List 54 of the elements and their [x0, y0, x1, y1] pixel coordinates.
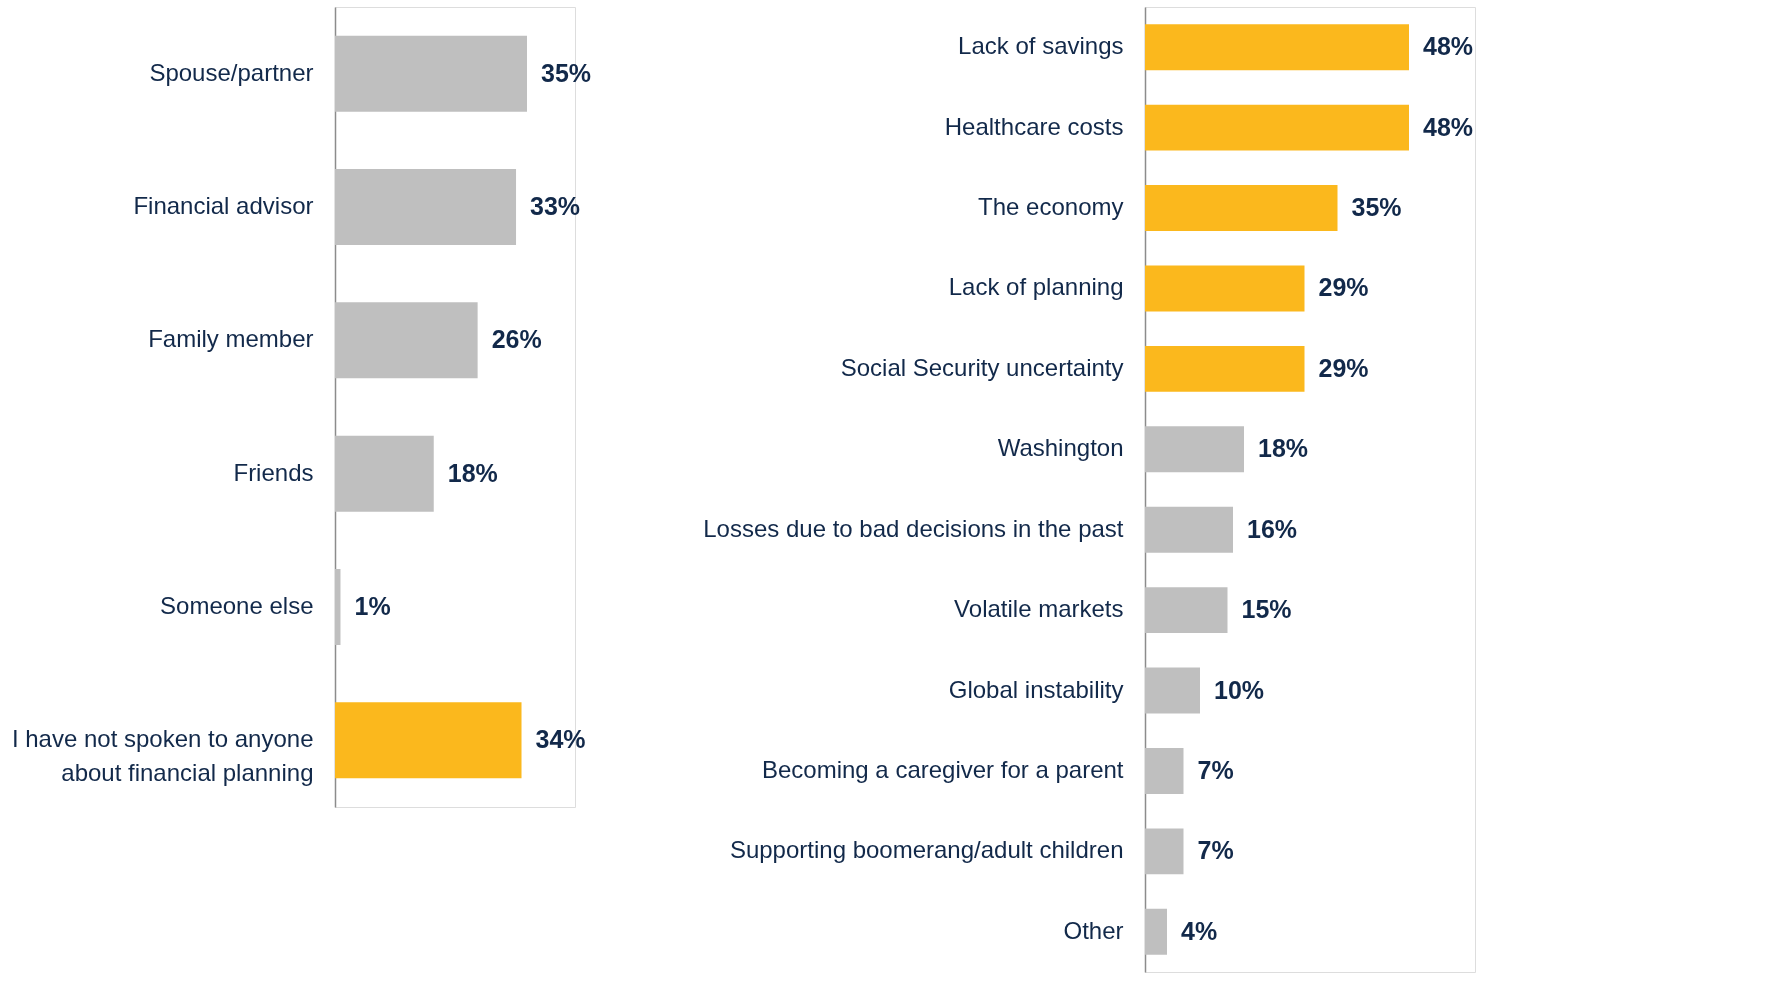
y-tick-label: Lack of savings — [958, 32, 1124, 60]
data-label: 35% — [541, 58, 592, 87]
data-label: 18% — [1258, 434, 1309, 463]
y-tick-label: Healthcare costs — [944, 112, 1124, 140]
bar — [1145, 908, 1167, 955]
data-label: 48% — [1423, 32, 1474, 61]
data-label: 10% — [1214, 675, 1265, 704]
data-label: 35% — [1351, 193, 1402, 222]
data-label: 18% — [447, 458, 498, 487]
y-tick-label: Someone else — [160, 592, 314, 619]
bar — [335, 35, 527, 112]
data-label: 29% — [1318, 353, 1369, 382]
bar — [1145, 667, 1200, 714]
y-tick-label: The economy — [978, 193, 1124, 221]
data-label: 33% — [530, 192, 581, 220]
bar — [1145, 185, 1338, 231]
bar — [1145, 587, 1228, 634]
y-tick-label: I have not spoken to anyone about financial planning — [11, 725, 314, 787]
y-tick-label: Lack of planning — [948, 273, 1124, 301]
bar — [1145, 426, 1244, 473]
data-label: 4% — [1181, 916, 1218, 945]
bar — [335, 569, 341, 645]
y-tick-label: Friends — [233, 458, 314, 486]
data-label: 29% — [1318, 273, 1369, 302]
y-tick-label: Family member — [148, 325, 314, 353]
bar — [335, 302, 478, 379]
y-tick-label: Financial advisor — [133, 192, 314, 219]
data-label: 16% — [1247, 514, 1298, 543]
y-tick-label: Social Security uncertainty — [840, 353, 1124, 381]
y-tick-label: Supporting boomerang/adult children — [729, 836, 1124, 864]
data-label: 1% — [354, 592, 391, 620]
bar — [1145, 265, 1305, 312]
bar — [335, 169, 517, 245]
data-label: 26% — [491, 325, 542, 354]
data-label: 7% — [1197, 755, 1234, 784]
bar — [335, 435, 434, 512]
y-tick-label: Washington — [997, 434, 1124, 462]
bar — [1145, 104, 1409, 151]
bar — [1145, 828, 1184, 875]
data-label: 7% — [1197, 836, 1234, 865]
y-tick-label: Losses due to bad decisions in the past — [703, 514, 1124, 542]
y-tick-label: Spouse/partner — [149, 58, 314, 86]
bar — [1145, 24, 1409, 71]
y-tick-label: Other — [1063, 916, 1124, 944]
bar — [1145, 345, 1305, 392]
y-tick-label: Global instability — [948, 675, 1124, 703]
y-tick-label: Becoming a caregiver for a parent — [761, 755, 1124, 783]
data-label: 48% — [1423, 112, 1474, 141]
bar — [1145, 748, 1184, 794]
data-label: 34% — [535, 725, 586, 754]
bar — [335, 702, 522, 779]
y-tick-label: Volatile markets — [954, 595, 1124, 623]
data-label: 15% — [1241, 595, 1292, 624]
bar — [1145, 506, 1233, 553]
